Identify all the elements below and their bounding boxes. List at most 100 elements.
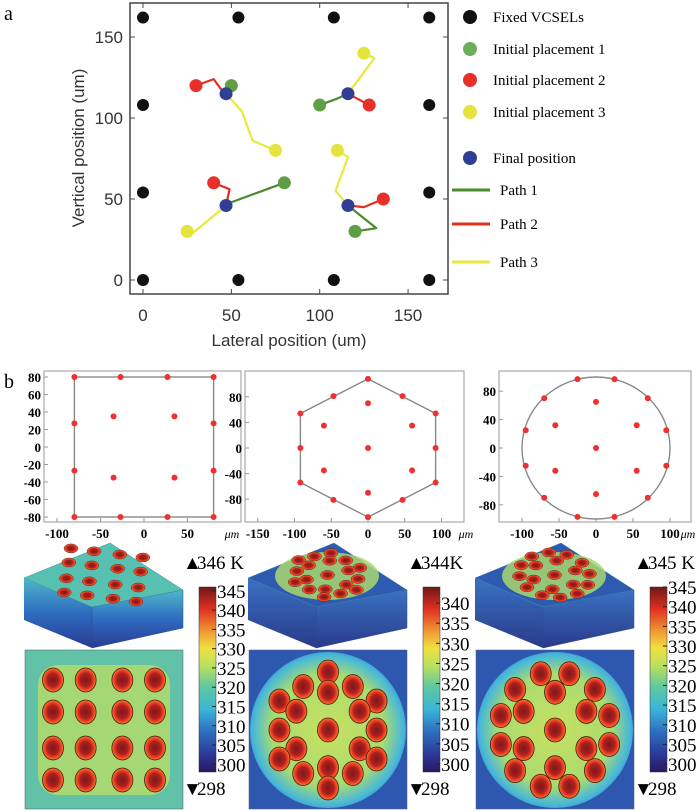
vcsel-layout-point: [71, 420, 78, 427]
legend-label: Path 2: [500, 217, 538, 233]
colorbar-tick-label: 340: [441, 594, 470, 615]
fixed-vcsel-point: [232, 274, 245, 286]
top-view-vcsel-mark: [317, 775, 339, 801]
vcsel-layout-point: [633, 467, 640, 474]
vcsel-layout-point: [552, 422, 559, 429]
top-view-vcsel-mark: [268, 746, 291, 772]
top-view-vcsel-mark: [584, 677, 606, 702]
block-vcsel-mark: [339, 579, 354, 590]
block-vcsel-mark: [105, 593, 121, 604]
y-tick-label: -40: [24, 475, 41, 490]
legend-label: Final position: [493, 151, 576, 167]
y-tick-label: -20: [24, 458, 41, 473]
vcsel-layout-point: [552, 467, 559, 474]
x-tick-label: -50: [550, 526, 567, 541]
initial-placement-1-point: [313, 98, 327, 112]
top-view-vcsel-mark: [74, 667, 97, 693]
initial-placement-2-point: [376, 192, 390, 206]
min-temp-label: ▼: [634, 779, 653, 800]
colorbar-tick-label: 335: [441, 614, 470, 635]
y-tick-label: -80: [479, 498, 496, 513]
x-tick-label: 100: [660, 526, 680, 541]
colorbar-tick-label: 315: [668, 696, 697, 717]
block-vcsel-mark: [350, 574, 366, 584]
legend-marker: [463, 42, 477, 56]
final-position-point: [219, 198, 233, 212]
colorbar-tick-label: 315: [217, 697, 246, 718]
vcsel-layout-point: [210, 514, 217, 520]
top-view-vcsel-mark: [348, 736, 371, 762]
y-tick-label: -40: [225, 467, 242, 482]
top-view-vcsel-mark: [544, 755, 566, 781]
vcsel-layout-point: [574, 376, 581, 383]
top-view-vcsel-mark: [489, 703, 512, 728]
y-tick-label: 40: [483, 413, 496, 428]
legend-marker: [463, 105, 477, 119]
block-vcsel-mark: [513, 560, 529, 570]
top-view-vcsel-mark: [317, 717, 339, 743]
top-view-heat-region: [38, 665, 170, 795]
colorbar-tick-label: 330: [668, 637, 697, 658]
top-view-vcsel-mark: [268, 688, 291, 714]
legend-marker: [463, 10, 477, 24]
vcsel-layout-point: [644, 494, 651, 501]
max-temperature-value: 344K: [421, 553, 464, 574]
vcsel-layout-point: [330, 496, 337, 503]
top-view-vcsel-mark: [341, 674, 364, 699]
top-view-vcsel-mark: [598, 703, 621, 728]
vcsel-layout-point: [210, 374, 217, 380]
colorbar-tick-label: 320: [217, 678, 246, 699]
plot-a-axes-box: [129, 2, 449, 295]
max-temp-label: ▲: [407, 553, 426, 574]
block-vcsel-mark: [565, 579, 581, 590]
block-vcsel-mark: [552, 592, 568, 603]
fixed-vcsel-point: [137, 274, 149, 286]
vcsel-layout-point: [71, 374, 78, 380]
block-vcsel-mark: [307, 551, 322, 562]
vcsel-layout-point: [432, 410, 439, 417]
top-view-vcsel-mark: [365, 746, 388, 772]
block-vcsel-mark: [287, 577, 303, 587]
x-tick-label: -150: [246, 526, 270, 541]
y-tick-label: 50: [104, 190, 123, 209]
colorbar-tick-label: 300: [441, 755, 470, 776]
initial-placement-1-point: [277, 176, 291, 190]
initial-placement-3-point: [180, 224, 194, 238]
colorbar-tick-label: 335: [217, 620, 246, 641]
initial-placement-3-point: [269, 143, 283, 157]
y-tick-label: 0: [114, 271, 123, 290]
top-view-vcsel-mark: [341, 761, 364, 786]
block-vcsel-mark: [301, 560, 316, 571]
legend-marker: [463, 151, 477, 165]
y-tick-label: 150: [95, 28, 123, 47]
x-tick-label: -50: [323, 526, 340, 541]
vcsel-layout-point: [210, 467, 217, 474]
layout-plot-box: [244, 370, 465, 523]
top-view-vcsel-mark: [144, 735, 166, 761]
top-view-vcsel-mark: [598, 732, 621, 757]
min-temp-label: ▼: [183, 779, 202, 800]
colorbar-tick-label: 305: [668, 735, 697, 756]
top-view-vcsel-mark: [111, 699, 134, 725]
block-vcsel-mark: [349, 585, 364, 595]
top-view-vcsel-mark: [292, 674, 315, 699]
block-vcsel-mark: [63, 543, 79, 554]
block-vcsel-mark: [524, 551, 540, 562]
colorbar-tick-label: 325: [668, 657, 697, 678]
block-vcsel-mark: [56, 587, 72, 598]
colorbar-tick-label: 325: [441, 654, 470, 675]
vcsel-layout-point: [574, 513, 581, 520]
block-vcsel-mark: [526, 574, 541, 585]
x-tick-label: -100: [510, 526, 534, 541]
y-axis-label: Vertical position (um): [69, 69, 88, 228]
legend-label: Initial placement 3: [493, 105, 605, 121]
vcsel-layout-point: [365, 375, 371, 382]
top-view-vcsel-mark: [544, 679, 566, 705]
top-view-vcsel-mark: [144, 767, 166, 793]
y-tick-label: -80: [225, 492, 242, 507]
block-vcsel-mark: [82, 576, 97, 587]
block-vcsel-mark: [582, 569, 597, 579]
initial-placement-2-point: [362, 98, 376, 112]
fixed-vcsel-point: [423, 11, 436, 24]
